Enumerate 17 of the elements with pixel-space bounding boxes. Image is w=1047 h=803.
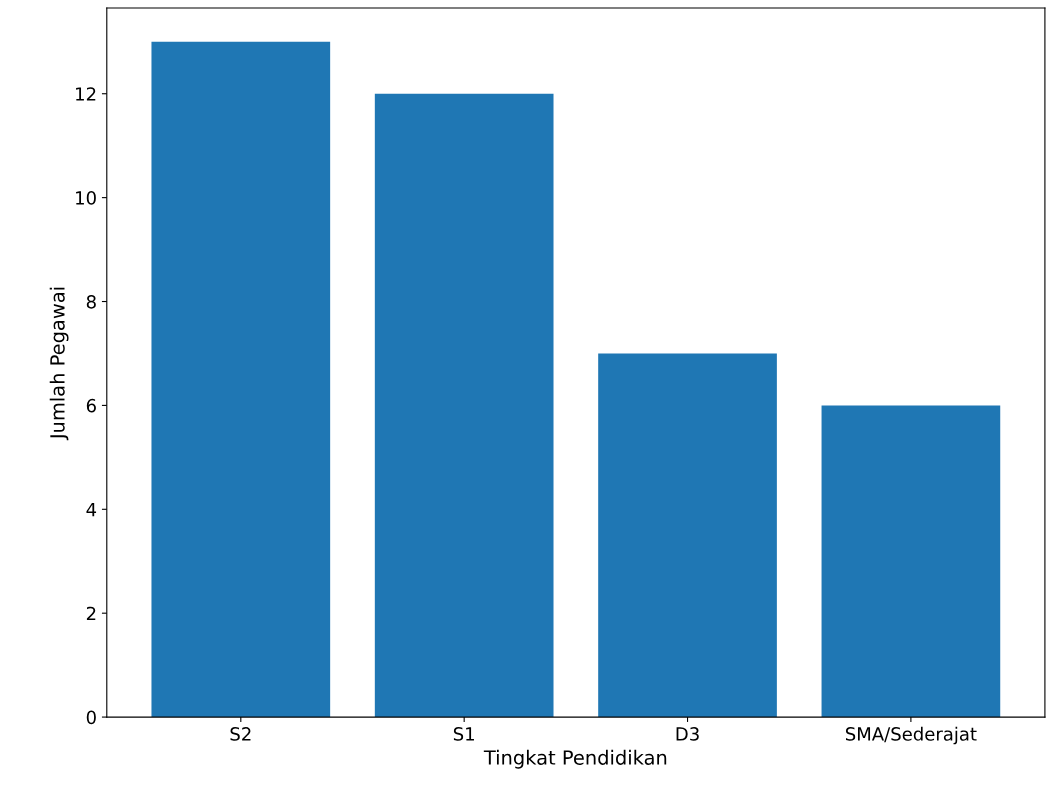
bar [598,353,777,718]
y-tick-label: 2 [86,606,96,621]
y-tick-label: 0 [86,710,96,725]
y-tick-label: 8 [86,294,96,309]
y-tick-label: 10 [76,191,96,205]
x-tick-label: SMA/Sederajat [845,726,977,745]
x-tick-label: S1 [453,727,474,741]
y-tick-label: 12 [76,87,96,101]
bar [151,41,331,718]
y-axis-title: Jumlah Pegawai [49,287,69,441]
x-tick-label: D3 [676,727,699,741]
bar [374,93,554,718]
x-axis-title: Tingkat Pendidikan [483,749,667,769]
x-tick-label: S2 [230,727,251,741]
y-tick-label: 4 [86,503,97,517]
bar [821,405,1001,718]
y-tick-label: 6 [86,398,96,413]
